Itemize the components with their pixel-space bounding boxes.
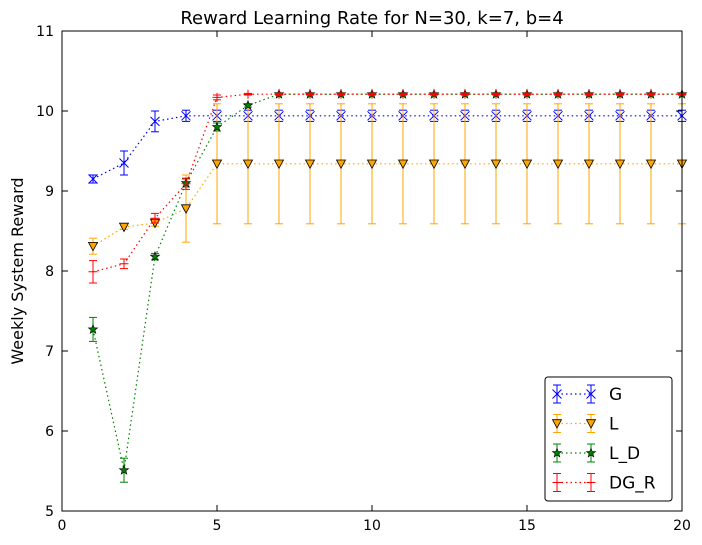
legend-marker bbox=[551, 447, 563, 458]
data-point bbox=[304, 159, 316, 170]
legend-entry-g: G bbox=[552, 384, 622, 405]
chart-title: Reward Learning Rate for N=30, k=7, b=4 bbox=[180, 8, 563, 29]
data-point bbox=[150, 116, 160, 127]
legend-marker bbox=[552, 389, 562, 399]
data-point bbox=[243, 89, 253, 99]
data-point bbox=[273, 159, 285, 170]
legend-marker bbox=[552, 478, 562, 487]
legend-marker bbox=[551, 419, 563, 429]
data-point bbox=[274, 89, 284, 99]
y-tick-label: 5 bbox=[45, 504, 54, 520]
data-point bbox=[552, 159, 564, 170]
data-point bbox=[211, 159, 223, 170]
data-point bbox=[521, 159, 533, 170]
data-point bbox=[490, 159, 502, 170]
data-point bbox=[87, 242, 99, 252]
data-point bbox=[181, 110, 191, 121]
data-point bbox=[242, 159, 254, 170]
legend-label: L_D bbox=[609, 444, 640, 464]
legend-marker bbox=[586, 478, 596, 487]
data-point bbox=[645, 159, 657, 170]
data-point bbox=[119, 259, 129, 269]
data-point bbox=[584, 89, 594, 99]
data-point bbox=[87, 323, 99, 334]
y-tick-label: 9 bbox=[45, 184, 54, 200]
data-point bbox=[460, 89, 470, 99]
data-point bbox=[397, 159, 409, 170]
data-point bbox=[336, 89, 346, 99]
data-point bbox=[118, 464, 130, 475]
legend-box bbox=[544, 376, 673, 502]
series-dg-r bbox=[88, 89, 687, 284]
y-tick-label: 10 bbox=[36, 104, 54, 120]
data-point bbox=[429, 89, 439, 99]
data-point bbox=[522, 89, 532, 99]
series-line bbox=[92, 93, 682, 273]
legend-entry-l: L bbox=[551, 414, 619, 435]
x-tick-label: 20 bbox=[673, 518, 691, 534]
data-point bbox=[459, 159, 471, 170]
data-point bbox=[553, 89, 563, 99]
x-tick-label: 10 bbox=[363, 518, 381, 534]
data-point bbox=[212, 92, 222, 102]
data-point bbox=[614, 159, 626, 170]
x-tick-label: 0 bbox=[58, 518, 67, 534]
data-point bbox=[181, 179, 191, 189]
data-point bbox=[211, 121, 223, 132]
x-tick-label: 15 bbox=[518, 518, 536, 534]
data-point bbox=[646, 89, 656, 99]
series-line bbox=[92, 163, 682, 247]
data-point bbox=[398, 89, 408, 99]
legend-marker bbox=[586, 389, 596, 399]
legend-marker bbox=[585, 419, 597, 429]
legend: GL L_D DG_R bbox=[544, 376, 673, 502]
data-point bbox=[335, 159, 347, 170]
legend-marker bbox=[585, 447, 597, 458]
legend-label: DG_R bbox=[609, 474, 656, 494]
data-point bbox=[367, 89, 377, 99]
data-point bbox=[88, 267, 98, 277]
y-axis-label: Weekly System Reward bbox=[8, 177, 27, 364]
data-point bbox=[305, 89, 315, 99]
series-layer bbox=[87, 88, 688, 483]
y-tick-label: 8 bbox=[45, 264, 54, 280]
data-point bbox=[615, 89, 625, 99]
series-line bbox=[92, 115, 682, 180]
legend-label: G bbox=[609, 385, 622, 405]
legend-entry-dg-r: DG_R bbox=[552, 473, 656, 494]
data-point bbox=[491, 89, 501, 99]
data-point bbox=[583, 159, 595, 170]
data-point bbox=[88, 174, 98, 184]
y-tick-label: 6 bbox=[45, 424, 54, 440]
legend-label: L bbox=[609, 415, 619, 435]
data-point bbox=[119, 158, 129, 168]
y-tick-label: 11 bbox=[36, 24, 54, 40]
series-g bbox=[88, 109, 687, 184]
data-point bbox=[149, 250, 161, 262]
data-point bbox=[180, 204, 192, 214]
data-point bbox=[150, 213, 160, 223]
series-l bbox=[87, 103, 688, 255]
data-point bbox=[428, 159, 440, 170]
data-point bbox=[366, 159, 378, 170]
data-point bbox=[242, 99, 254, 110]
x-tick-label: 5 bbox=[213, 518, 222, 534]
data-point bbox=[118, 222, 130, 233]
series-line bbox=[92, 93, 682, 471]
legend-entry-l-d: L_D bbox=[551, 443, 640, 464]
y-tick-label: 7 bbox=[45, 344, 54, 360]
